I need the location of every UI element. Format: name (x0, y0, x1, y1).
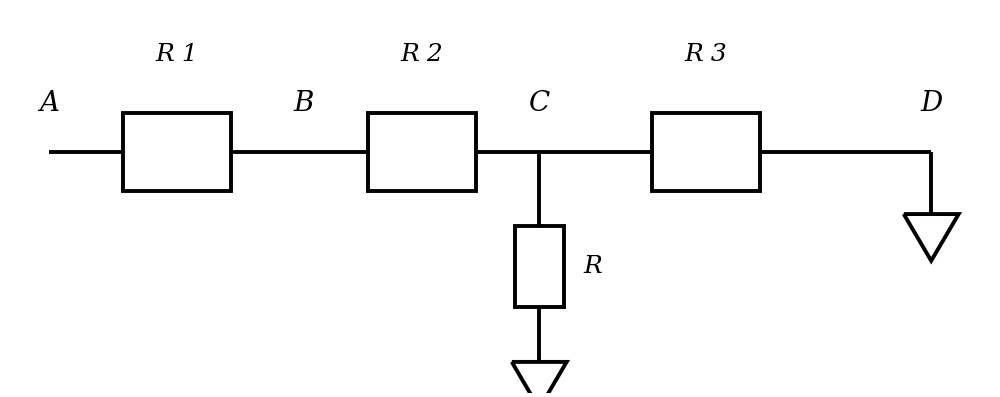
Bar (123, 113, 231, 191)
Bar (515, 226, 564, 307)
Bar (652, 113, 760, 191)
Text: D: D (920, 90, 942, 117)
Text: R 1: R 1 (155, 43, 198, 66)
Text: R 2: R 2 (400, 43, 443, 66)
Text: R: R (583, 255, 602, 278)
Text: C: C (529, 90, 550, 117)
Text: A: A (39, 90, 59, 117)
Text: B: B (294, 90, 314, 117)
Bar (368, 113, 476, 191)
Text: R 3: R 3 (684, 43, 727, 66)
